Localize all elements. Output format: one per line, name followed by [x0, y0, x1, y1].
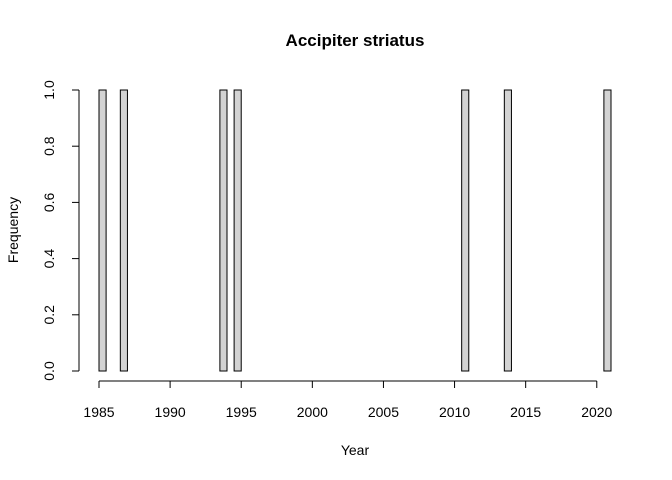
- bars-group: [98, 89, 612, 372]
- x-tick-label: 1995: [226, 404, 257, 420]
- x-tick-label: 2010: [439, 404, 470, 420]
- x-tick-label: 2020: [581, 404, 612, 420]
- x-tick-label: 2015: [510, 404, 541, 420]
- histogram-bar: [219, 89, 228, 372]
- x-tick-label: 2005: [368, 404, 399, 420]
- y-tick-label: 1.0: [41, 80, 57, 100]
- x-axis-label: Year: [341, 442, 370, 458]
- histogram-bar: [603, 89, 612, 372]
- histogram-bar: [119, 89, 128, 372]
- y-tick-label: 0.6: [41, 192, 57, 212]
- y-tick-label: 0.0: [41, 361, 57, 381]
- y-axis-label: Frequency: [5, 197, 21, 263]
- y-axis: 0.0 0.2 0.4 0.6 0.8 1.0: [41, 80, 80, 381]
- histogram-bar: [503, 89, 512, 372]
- x-tick-label: 1990: [155, 404, 186, 420]
- y-tick-label: 0.4: [41, 249, 57, 269]
- chart-title: Accipiter striatus: [286, 31, 425, 50]
- x-tick-label: 1985: [83, 404, 114, 420]
- x-tick-label: 2000: [297, 404, 328, 420]
- y-tick-label: 0.8: [41, 136, 57, 156]
- y-tick-label: 0.2: [41, 305, 57, 325]
- histogram-bar: [98, 89, 107, 372]
- x-axis: 1985 1990 1995 2000 2005 2010 2015 2020: [83, 380, 613, 420]
- histogram-bar: [233, 89, 242, 372]
- histogram-bar: [461, 89, 470, 372]
